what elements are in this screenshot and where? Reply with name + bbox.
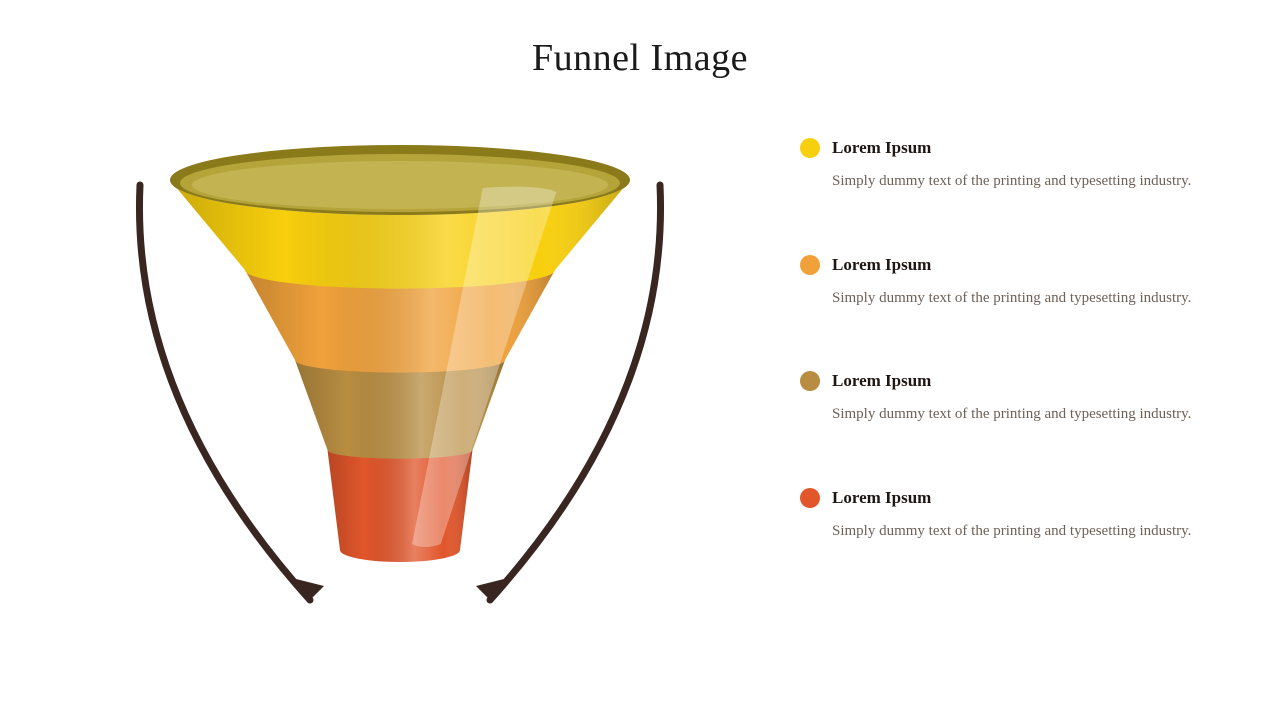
bullet-icon (800, 488, 820, 508)
legend-description: Simply dummy text of the printing and ty… (800, 403, 1220, 426)
funnel-diagram (60, 120, 740, 660)
legend-description: Simply dummy text of the printing and ty… (800, 520, 1220, 543)
legend-description: Simply dummy text of the printing and ty… (800, 170, 1220, 193)
legend-title: Lorem Ipsum (832, 488, 931, 508)
legend-title: Lorem Ipsum (832, 255, 931, 275)
page-title: Funnel Image (0, 0, 1280, 80)
legend-title: Lorem Ipsum (832, 138, 931, 158)
legend-item: Lorem Ipsum Simply dummy text of the pri… (800, 488, 1220, 543)
bullet-icon (800, 371, 820, 391)
legend-item: Lorem Ipsum Simply dummy text of the pri… (800, 255, 1220, 310)
content-area: Lorem Ipsum Simply dummy text of the pri… (0, 80, 1280, 660)
legend: Lorem Ipsum Simply dummy text of the pri… (740, 120, 1220, 660)
bullet-icon (800, 138, 820, 158)
legend-title: Lorem Ipsum (832, 371, 931, 391)
legend-description: Simply dummy text of the printing and ty… (800, 287, 1220, 310)
legend-item: Lorem Ipsum Simply dummy text of the pri… (800, 138, 1220, 193)
legend-item: Lorem Ipsum Simply dummy text of the pri… (800, 371, 1220, 426)
bullet-icon (800, 255, 820, 275)
